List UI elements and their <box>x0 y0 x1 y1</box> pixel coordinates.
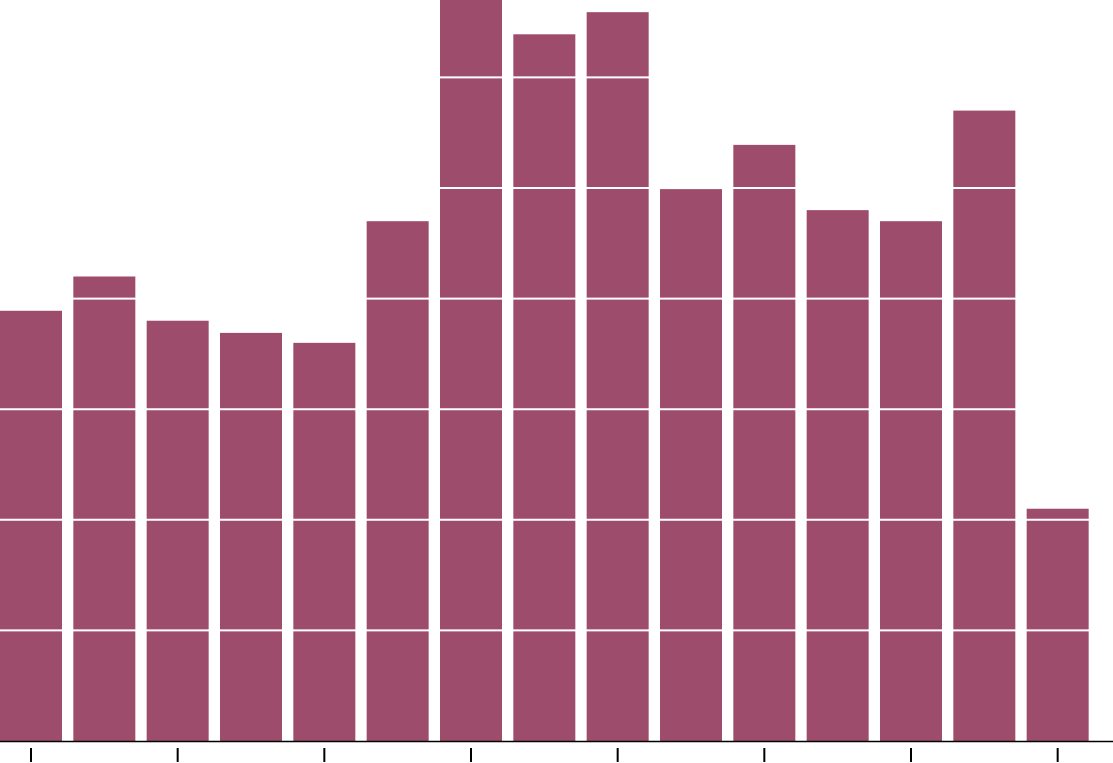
bar <box>1026 508 1089 741</box>
bar <box>953 110 1016 741</box>
bar <box>293 342 356 741</box>
bar <box>733 144 796 742</box>
bar <box>146 320 209 741</box>
bar <box>366 221 429 741</box>
bar <box>660 189 722 741</box>
bar <box>0 310 62 741</box>
bar <box>440 0 502 741</box>
bar <box>220 332 282 741</box>
bar <box>880 221 942 741</box>
bar <box>806 210 869 741</box>
bar <box>586 12 649 742</box>
bar <box>513 34 576 741</box>
bar <box>73 276 136 741</box>
